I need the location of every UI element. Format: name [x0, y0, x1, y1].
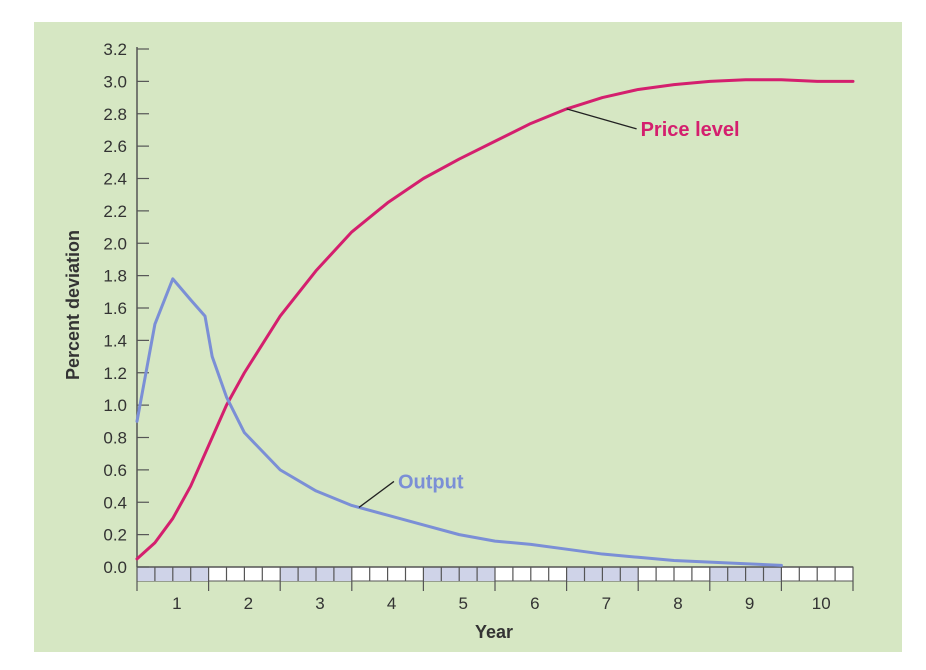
x-tick-label: 10 — [812, 594, 831, 613]
x-tick-label: 8 — [673, 594, 682, 613]
y-tick-label: 0.4 — [103, 493, 127, 512]
y-tick-label: 3.2 — [103, 40, 127, 59]
annotation-leader-line — [358, 480, 395, 508]
y-tick-label: 0.6 — [103, 461, 127, 480]
axes — [136, 47, 853, 568]
annotation-layer: Price level Output — [358, 108, 740, 508]
y-tick-label: 0.8 — [103, 429, 127, 448]
y-tick-label: 1.8 — [103, 267, 127, 286]
x-tick-label: 3 — [315, 594, 324, 613]
x-tick-label: 5 — [458, 594, 467, 613]
x-tick-label: 4 — [387, 594, 396, 613]
chart-panel — [34, 22, 902, 652]
annotation-leader-line — [566, 108, 637, 130]
x-tick-label: 9 — [745, 594, 754, 613]
x-tick-label: 2 — [244, 594, 253, 613]
y-tick-label: 1.6 — [103, 299, 127, 318]
x-axis-ticks: 1 2 3 4 5 6 7 8 9 10 — [172, 594, 831, 613]
x-tick-label: 7 — [602, 594, 611, 613]
y-tick-label: 2.4 — [103, 170, 127, 189]
y-axis-title: Percent deviation — [63, 230, 83, 380]
series-layer — [135, 78, 855, 567]
x-tick-label: 6 — [530, 594, 539, 613]
y-tick-label: 2.8 — [103, 105, 127, 124]
y-tick-label: 2.2 — [103, 202, 127, 221]
output-label: Output — [398, 471, 464, 493]
y-tick-label: 0.2 — [103, 526, 127, 545]
price-level-line — [135, 78, 855, 561]
y-tick-label: 0.0 — [103, 558, 127, 577]
x-tick-label: 1 — [172, 594, 181, 613]
price-level-label: Price level — [641, 119, 740, 141]
y-axis-ticks: 0.0 0.2 0.4 0.6 0.8 1.0 1.2 1.4 1.6 1.8 2.0 2.2 2.4 2… — [103, 40, 149, 577]
y-tick-label: 1.4 — [103, 331, 127, 350]
y-tick-label: 3.0 — [103, 72, 127, 91]
x-axis-strip — [136, 566, 854, 591]
y-tick-label: 2.6 — [103, 137, 127, 156]
y-tick-label: 1.0 — [103, 396, 127, 415]
x-axis-title: Year — [475, 622, 513, 642]
y-tick-label: 1.2 — [103, 364, 127, 383]
y-tick-label: 2.0 — [103, 234, 127, 253]
output-line — [135, 277, 783, 567]
